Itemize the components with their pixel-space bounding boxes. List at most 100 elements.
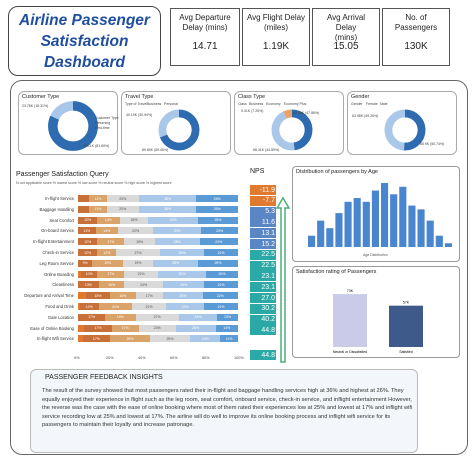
donut-panel-gender[interactable]: Gender Gender Female Male 63.98K (49.26%… (347, 91, 457, 155)
donut-slice[interactable] (271, 109, 313, 151)
bar-segment[interactable]: 23% (201, 227, 238, 235)
stacked-bar[interactable]: 12% 17% 19% 28% 24% (78, 238, 238, 246)
stacked-bar[interactable]: 10% 17% 21% 30% 20% (78, 270, 238, 278)
stacked-bar[interactable]: 15% 16% 17% 25% 22% (78, 292, 238, 300)
bar-segment[interactable]: 21% (204, 249, 238, 256)
histogram-bar[interactable] (308, 235, 316, 247)
stacked-bar[interactable]: 17% 25% 25% 19% 11% (78, 335, 238, 343)
bar-segment[interactable]: 16% (110, 292, 136, 300)
histogram-bar[interactable] (353, 198, 361, 247)
stacked-bar[interactable]: 11% 20% 36% 26% (78, 195, 238, 202)
bar-segment[interactable]: 17% (82, 335, 110, 343)
bar-segment[interactable]: 13% (217, 313, 238, 321)
histogram-bar[interactable] (417, 209, 425, 247)
bar-segment[interactable]: 23% (138, 324, 176, 332)
bar-segment[interactable]: 27% (116, 249, 160, 256)
bar-segment[interactable]: 25% (149, 335, 190, 343)
bar-segment[interactable]: 19% (92, 259, 123, 267)
bar-segment[interactable]: 21% (132, 303, 166, 310)
bar-segment[interactable]: 12% (78, 249, 98, 256)
donut-panel-customer-type[interactable]: Customer Type 23.78K (18.31%) 106.1K (81… (18, 91, 119, 155)
stacked-bar[interactable]: 9% 19% 19% 28% 25% (78, 259, 238, 267)
kpi-avg-departure-delay[interactable]: Avg Departure Delay (mins) 14.71 (170, 8, 240, 66)
bar-segment[interactable]: 26% (196, 205, 238, 213)
histogram-bar[interactable] (399, 186, 407, 247)
bar-segment[interactable]: 11% (89, 195, 107, 202)
bar-segment[interactable]: 24% (199, 238, 238, 246)
stacked-bar[interactable]: 13% 16% 24% 26% 21% (78, 281, 238, 289)
bar-segment[interactable]: 11% (89, 205, 107, 213)
bar-segment[interactable]: 15% (86, 292, 110, 300)
bar-segment[interactable] (78, 205, 90, 213)
age-distribution-panel[interactable]: Distribution of passengers by Age Age Di… (292, 166, 460, 262)
kpi-avg-arrival-delay[interactable]: Avg Arrival Delay (mins) 15.05 (312, 8, 380, 66)
bar-segment[interactable]: 21% (124, 270, 158, 278)
bar-segment[interactable]: 11% (220, 335, 238, 343)
satisfaction-bar[interactable] (389, 305, 423, 347)
bar-segment[interactable]: 31% (148, 216, 198, 224)
donut-panel-class-type[interactable]: Class Type Class Business Economy Econom… (234, 91, 344, 155)
histogram-bar[interactable] (317, 220, 325, 247)
bar-segment[interactable] (78, 270, 82, 278)
bar-segment[interactable]: 12% (97, 249, 117, 256)
kpi-passenger-count[interactable]: No. of Passengers 130K (382, 8, 450, 66)
bar-segment[interactable]: 28% (153, 259, 198, 267)
donut-slice[interactable] (158, 109, 200, 151)
bar-segment[interactable]: 21% (204, 303, 238, 310)
bar-segment[interactable]: 14% (95, 227, 118, 235)
bar-segment[interactable]: 21% (98, 303, 133, 310)
bar-segment[interactable]: 30% (153, 227, 202, 235)
bar-segment[interactable] (78, 303, 80, 310)
donut-slice[interactable] (384, 109, 426, 151)
bar-segment[interactable]: 24% (124, 281, 163, 289)
bar-segment[interactable]: 26% (196, 195, 238, 202)
histogram-bar[interactable] (408, 205, 416, 247)
stacked-bar[interactable]: 11% 14% 22% 30% 23% (78, 227, 238, 235)
bar-segment[interactable]: 20% (205, 270, 238, 278)
bar-segment[interactable]: 17% (135, 292, 163, 300)
donut-slice[interactable] (271, 109, 313, 151)
bar-segment[interactable]: 17% (97, 238, 125, 246)
stacked-bar[interactable]: 11% 20% 36% 26% (78, 205, 238, 213)
histogram-bar[interactable] (426, 220, 434, 247)
histogram-bar[interactable] (435, 235, 443, 247)
bar-segment[interactable]: 30% (157, 270, 206, 278)
bar-segment[interactable]: 28% (159, 249, 205, 256)
bar-segment[interactable]: 22% (202, 292, 238, 300)
bar-segment[interactable]: 13% (78, 281, 99, 289)
bar-segment[interactable]: 21% (204, 281, 238, 289)
histogram-bar[interactable] (326, 228, 334, 247)
stacked-bar[interactable]: 12% 21% 21% 24% 21% (78, 303, 238, 310)
stacked-bar[interactable]: 12% 14% 18% 31% 25% (78, 216, 238, 224)
histogram-bar[interactable] (371, 190, 379, 247)
bar-segment[interactable]: 17% (78, 313, 106, 321)
bar-segment[interactable]: 17% (111, 324, 139, 332)
satisfaction-bar[interactable] (333, 294, 367, 347)
bar-segment[interactable]: 14% (97, 216, 120, 224)
histogram-bar[interactable] (335, 213, 343, 247)
bar-segment[interactable]: 20% (106, 205, 139, 213)
bar-segment[interactable]: 12% (78, 238, 98, 246)
bar-segment[interactable]: 11% (78, 227, 96, 235)
bar-segment[interactable]: 9% (78, 259, 93, 267)
bar-segment[interactable]: 24% (178, 313, 218, 321)
bar-segment[interactable]: 14% (215, 324, 238, 332)
bar-segment[interactable]: 36% (138, 205, 197, 213)
bar-segment[interactable]: 27% (135, 313, 179, 321)
bar-segment[interactable]: 36% (138, 195, 197, 202)
bar-segment[interactable]: 10% (81, 270, 98, 278)
donut-slice[interactable] (48, 101, 98, 151)
bar-segment[interactable]: 25% (162, 292, 203, 300)
bar-segment[interactable]: 17% (97, 270, 125, 278)
kpi-avg-flight-delay[interactable]: Avg Flight Delay (miles) 1.19K (242, 8, 310, 66)
bar-segment[interactable]: 25% (175, 324, 216, 332)
bar-segment[interactable]: 19% (122, 259, 154, 267)
bar-segment[interactable]: 20% (106, 195, 139, 202)
histogram-bar[interactable] (362, 201, 370, 247)
bar-segment[interactable]: 19% (105, 313, 136, 321)
bar-segment[interactable]: 19% (189, 335, 221, 343)
histogram-bar[interactable] (390, 194, 398, 247)
stacked-bar[interactable]: 17% 19% 27% 24% 13% (78, 313, 238, 321)
donut-panel-travel-type[interactable]: Travel Type Type of Travel Business Pers… (121, 91, 231, 155)
bar-segment[interactable]: 16% (98, 281, 125, 289)
